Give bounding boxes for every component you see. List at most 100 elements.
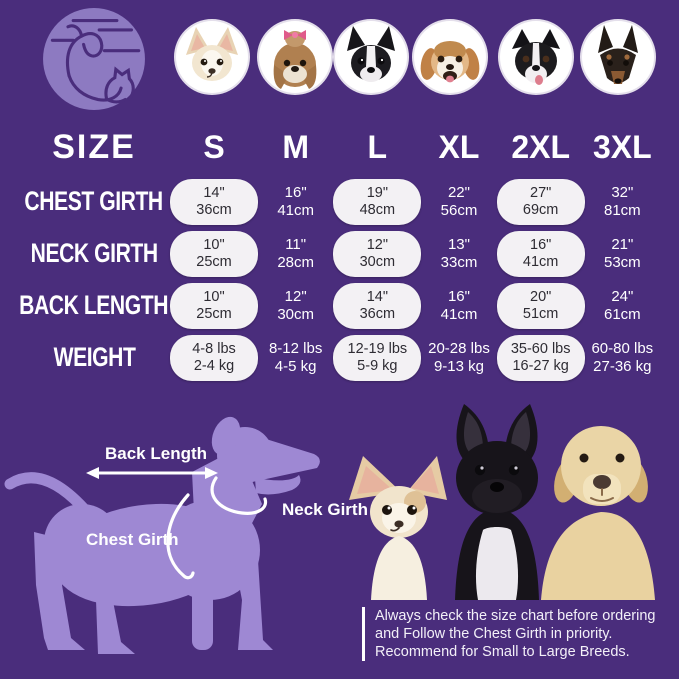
breed-photo-doberman	[582, 21, 654, 93]
border-collie-icon	[512, 29, 560, 85]
measurement-cell: 16" 41cm	[277, 184, 314, 220]
measurement-secondary: 27-36 kg	[593, 358, 652, 375]
measurement-primary: 10"	[203, 288, 225, 305]
breed-photo-boston-terrier	[335, 21, 407, 93]
measurement-secondary: 61cm	[603, 306, 641, 323]
size-header-s: S	[203, 128, 225, 165]
sizing-note: Always check the size chart before order…	[362, 607, 667, 661]
row-label-weight: WEIGHT	[53, 342, 135, 373]
measurement-cell: 14" 36cm	[170, 179, 258, 225]
measurement-cell: 19" 48cm	[333, 179, 422, 225]
measurement-cell: 8-12 lbs 4-5 kg	[269, 340, 322, 376]
measurement-cell: 13" 33cm	[441, 236, 478, 272]
measurement-cell: 20" 51cm	[496, 283, 585, 329]
measurement-primary: 16"	[447, 288, 470, 305]
note-accent-bar	[362, 607, 365, 661]
measurement-primary: 10"	[203, 236, 225, 253]
measurement-primary: 4-8 lbs	[192, 340, 236, 357]
measurement-value: 16" 41cm	[441, 288, 478, 324]
measurement-secondary: 69cm	[522, 202, 559, 218]
breed-photo-shih-tzu	[259, 21, 331, 93]
measurement-secondary: 28cm	[277, 254, 314, 271]
measurement-pill: 10" 25cm	[170, 283, 258, 329]
measurement-cell: 35-60 lbs 16-27 kg	[496, 335, 585, 381]
measurement-cell: 16" 41cm	[441, 288, 478, 324]
size-header-m: M	[282, 128, 309, 165]
chest-girth-line	[166, 493, 195, 580]
measurement-pill: 27" 69cm	[496, 179, 585, 225]
measurement-pill: 20" 51cm	[496, 283, 585, 329]
shih-tzu-icon	[273, 30, 317, 89]
size-header-3xl: 3XL	[592, 128, 652, 165]
breed-photo-border-collie	[500, 21, 572, 93]
measurement-primary: 12"	[366, 236, 388, 253]
measurement-primary: 11"	[285, 236, 307, 253]
measurement-cell: 12" 30cm	[333, 231, 422, 277]
neck-girth-line	[210, 476, 268, 515]
measurement-secondary: 51cm	[522, 306, 559, 322]
measurement-pill: 12" 30cm	[333, 231, 422, 277]
measurement-secondary: 30cm	[277, 306, 314, 323]
measurement-diagram: Back Length Neck Girth Chest Girth	[0, 400, 368, 679]
measurement-primary: 24"	[611, 288, 634, 305]
measurement-secondary: 4-5 kg	[274, 358, 317, 375]
boston-terrier-icon	[347, 26, 395, 82]
note-line: and Follow the Chest Girth in priority.	[375, 626, 613, 642]
chest-girth-label: Chest Girth	[86, 530, 179, 549]
size-header-l: L	[367, 128, 388, 165]
measurement-value: 60-80 lbs 27-36 kg	[591, 340, 653, 376]
measurement-value: 8-12 lbs 4-5 kg	[269, 340, 322, 376]
measurement-cell: 60-80 lbs 27-36 kg	[591, 340, 653, 376]
measurement-cell: 10" 25cm	[170, 231, 258, 277]
measurement-value: 22" 56cm	[441, 184, 478, 220]
measurement-secondary: 25cm	[196, 306, 232, 322]
row-label-chest-girth: CHEST GIRTH	[24, 186, 164, 217]
measurement-pill: 12-19 lbs 5-9 kg	[333, 335, 422, 381]
measurement-cell: 21" 53cm	[604, 236, 641, 272]
measurement-secondary: 2-4 kg	[193, 358, 235, 374]
note-line: Always check the size chart before order…	[375, 608, 656, 624]
chihuahua-icon	[186, 27, 238, 81]
measurement-pill: 16" 41cm	[496, 231, 585, 277]
measurement-primary: 14"	[366, 288, 388, 305]
measurement-cell: 14" 36cm	[333, 283, 422, 329]
measurement-primary: 16"	[284, 184, 307, 201]
measurement-value: 12" 30cm	[277, 288, 314, 324]
brand-logo	[42, 7, 146, 111]
chihuahua-figure	[349, 456, 447, 600]
breed-group-photo	[345, 400, 657, 600]
row-label-back-length: BACK LENGTH	[19, 290, 169, 321]
size-chart-table: SIZE S M L XL 2XL 3XL CHEST GIRTH 14" 36cm 16" 41cm…	[18, 118, 660, 384]
dog-and-cat-logo-icon	[43, 8, 145, 110]
measurement-cell: 12" 30cm	[277, 288, 314, 324]
measurement-secondary: 36cm	[359, 306, 396, 322]
measurement-value: 24" 61cm	[604, 288, 641, 324]
breed-photo-beagle	[414, 21, 486, 93]
measurement-pill: 14" 36cm	[170, 179, 258, 225]
breed-photo-chihuahua	[176, 21, 248, 93]
measurement-primary: 16"	[530, 236, 552, 253]
measurement-value: 21" 53cm	[604, 236, 641, 272]
measurement-primary: 22"	[447, 184, 470, 201]
measurement-primary: 35-60 lbs	[510, 340, 571, 357]
doberman-icon	[598, 25, 638, 84]
measurement-cell: 12-19 lbs 5-9 kg	[333, 335, 422, 381]
measurement-cell: 27" 69cm	[496, 179, 585, 225]
measurement-secondary: 16-27 kg	[512, 358, 569, 374]
neck-girth-label: Neck Girth	[282, 500, 368, 519]
measurement-secondary: 53cm	[603, 254, 641, 271]
measurement-primary: 20-28 lbs	[428, 340, 490, 357]
measurement-value: 16" 41cm	[277, 184, 314, 220]
measurement-cell: 16" 41cm	[496, 231, 585, 277]
measurement-secondary: 48cm	[359, 202, 396, 218]
measurement-cell: 24" 61cm	[604, 288, 641, 324]
measurement-primary: 12"	[284, 288, 307, 305]
size-header-2xl: 2XL	[511, 128, 570, 165]
row-label-neck-girth: NECK GIRTH	[30, 238, 158, 269]
measurement-value: 13" 33cm	[441, 236, 478, 272]
size-column-title: SIZE	[52, 127, 136, 166]
back-length-label: Back Length	[105, 444, 208, 463]
measurement-secondary: 25cm	[196, 254, 232, 270]
measurement-cell: 10" 25cm	[170, 283, 258, 329]
measurement-cell: 22" 56cm	[441, 184, 478, 220]
